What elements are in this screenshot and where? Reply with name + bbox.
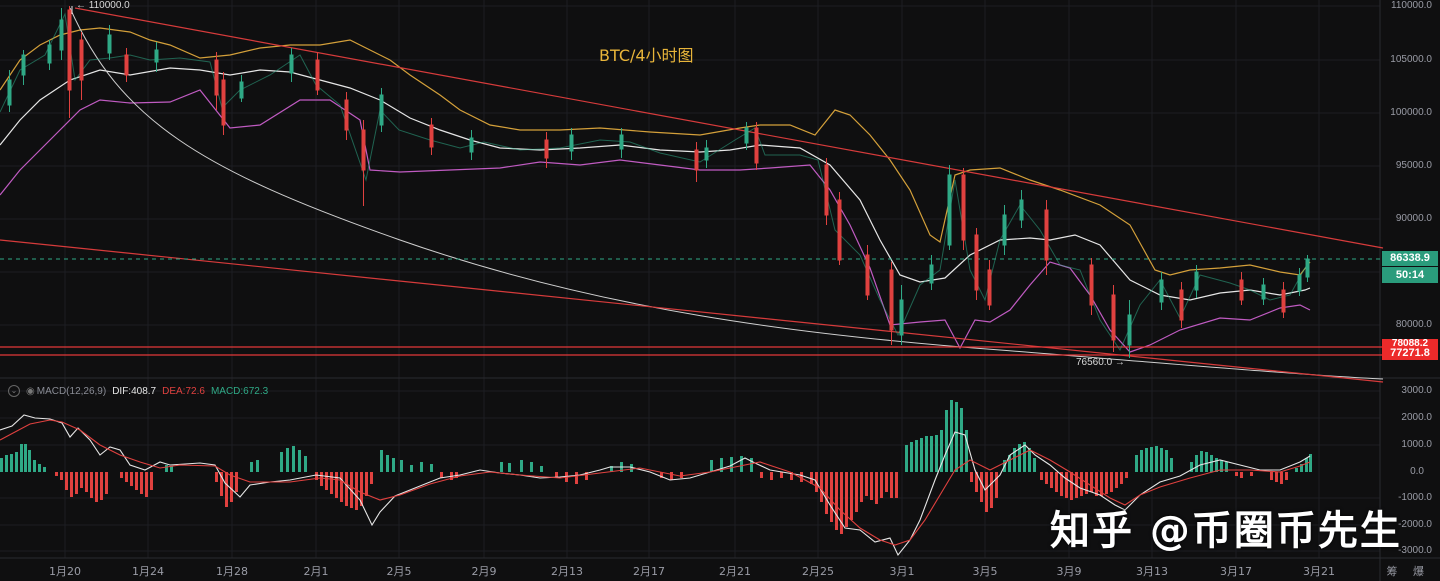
time-tick: 3月17 <box>1220 565 1252 578</box>
bollinger-middle-line <box>0 67 1311 301</box>
price-tick: 100000.0 <box>1390 107 1432 118</box>
macd-tick: 2000.0 <box>1401 412 1432 423</box>
trendline-lower <box>0 239 1384 383</box>
watermark: 知乎 @币圈币先生 <box>1050 508 1402 554</box>
macd-legend: ⌄ ◉ MACD(12,26,9) DIF:408.7 DEA:72.6 MAC… <box>8 385 268 397</box>
time-tick: 2月1 <box>303 565 329 578</box>
price-tick: 105000.0 <box>1390 54 1432 65</box>
last-price-badge: 86338.9 <box>1382 251 1438 266</box>
time-tick: 2月21 <box>719 565 751 578</box>
price-tick: 110000.0 <box>1391 0 1432 11</box>
macd-tick: -3000.0 <box>1398 545 1432 556</box>
price-tick: 80000.0 <box>1395 319 1432 330</box>
support-badge-78088: 78088.2 <box>1382 339 1438 349</box>
macd-dea-line <box>0 419 1311 546</box>
macd-dif-line <box>0 414 1311 557</box>
price-tick: 90000.0 <box>1395 213 1432 224</box>
low-price-annotation: 76560.0 → <box>1076 357 1125 368</box>
chart-title: BTC/4小时图 <box>599 46 694 65</box>
time-tick: 2月13 <box>551 565 583 578</box>
macd-tick: 0.0 <box>1410 466 1424 477</box>
alert-bell-icon[interactable]: ◉ <box>26 385 35 397</box>
candles <box>7 6 1310 358</box>
high-price-annotation: ← 110000.0 <box>76 0 130 11</box>
support-badge-77271: 77271.8 <box>1382 347 1438 360</box>
axis-corner-labels[interactable]: 筹 爆 <box>1386 565 1430 578</box>
time-tick: 3月21 <box>1303 565 1335 578</box>
macd-tick: 3000.0 <box>1401 385 1432 396</box>
trendline-upper <box>74 7 1384 249</box>
time-tick: 1月20 <box>49 565 81 578</box>
time-tick: 2月17 <box>633 565 665 578</box>
time-tick: 1月28 <box>216 565 248 578</box>
macd-dea-value: DEA:72.6 <box>162 385 205 397</box>
macd-tick: -1000.0 <box>1398 492 1432 503</box>
time-tick: 2月5 <box>386 565 412 578</box>
candle-countdown-badge: 50:14 <box>1382 267 1438 283</box>
macd-hist-value: MACD:672.3 <box>210 385 269 397</box>
bollinger-lower-line <box>0 89 1311 353</box>
curve-support-line <box>69 7 1384 380</box>
collapse-chevron-icon[interactable]: ⌄ <box>8 385 20 397</box>
time-tick: 2月25 <box>802 565 834 578</box>
time-tick: 3月13 <box>1136 565 1168 578</box>
macd-dif-value: DIF:408.7 <box>112 385 157 397</box>
time-tick: 3月9 <box>1056 565 1082 578</box>
time-tick: 3月1 <box>889 565 915 578</box>
macd-tick: 1000.0 <box>1401 439 1432 450</box>
macd-indicator-name: MACD(12,26,9) <box>36 385 107 397</box>
time-tick: 3月5 <box>972 565 998 578</box>
price-tick: 95000.0 <box>1395 160 1432 171</box>
bollinger-upper-line <box>0 27 1311 276</box>
macd-histogram <box>0 400 1312 534</box>
macd-tick: -2000.0 <box>1398 519 1432 530</box>
time-tick: 2月9 <box>471 565 497 578</box>
time-tick: 1月24 <box>132 565 164 578</box>
